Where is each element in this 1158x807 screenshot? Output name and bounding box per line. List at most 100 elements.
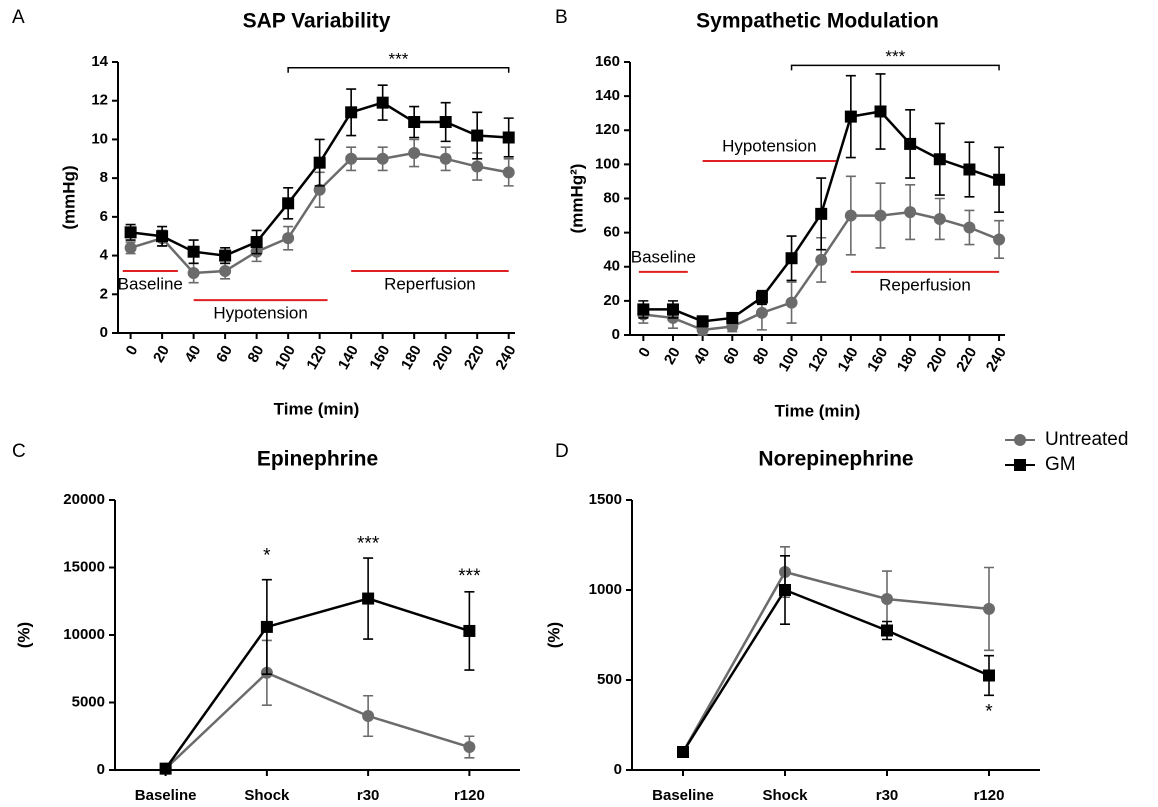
data-point	[844, 209, 857, 222]
x-tick-label: 60	[720, 344, 743, 367]
panel-label: A	[12, 7, 25, 28]
y-tick-label: 20	[603, 292, 620, 309]
x-tick-label: Shock	[244, 787, 290, 804]
data-point	[963, 221, 976, 234]
data-point	[345, 152, 358, 165]
legend-label: GM	[1045, 454, 1076, 475]
y-tick-label: 40	[603, 258, 620, 275]
x-tick-label: 0	[123, 342, 142, 358]
y-tick-label: 500	[597, 671, 622, 688]
legend-label: Untreated	[1045, 429, 1128, 450]
data-point	[219, 265, 232, 278]
significance-label: ***	[357, 534, 380, 555]
data-point	[696, 315, 709, 328]
x-tick-label: r120	[974, 787, 1005, 804]
data-point	[881, 593, 893, 605]
significance-bracket	[287, 67, 510, 73]
x-tick-label: 180	[894, 344, 921, 374]
x-tick-label: 100	[272, 342, 299, 372]
data-point	[637, 303, 650, 316]
x-tick-label: 240	[983, 344, 1010, 374]
y-axis-label: (%)	[544, 622, 563, 648]
y-tick-label: 160	[595, 53, 620, 70]
y-tick-label: 8	[100, 169, 108, 186]
y-tick-label: 120	[595, 121, 620, 138]
data-point	[874, 105, 887, 118]
data-point	[502, 131, 515, 144]
data-point	[471, 129, 484, 142]
data-point	[983, 669, 995, 682]
x-tick-label: Baseline	[135, 787, 197, 804]
data-point	[677, 746, 689, 758]
data-point	[376, 96, 389, 109]
x-tick-label: 180	[398, 342, 425, 372]
data-point	[362, 710, 375, 722]
data-point	[313, 183, 326, 196]
data-point	[439, 116, 452, 129]
x-tick-label: 80	[244, 342, 267, 365]
significance-label: *	[263, 546, 271, 567]
x-tick-label: 220	[953, 344, 980, 374]
data-point	[904, 137, 917, 150]
x-tick-label: 200	[429, 342, 456, 372]
data-point	[755, 306, 768, 319]
data-point	[785, 296, 798, 309]
data-point	[815, 253, 828, 266]
data-point	[250, 236, 263, 249]
significance-label: ***	[885, 47, 905, 66]
data-point	[187, 245, 200, 258]
x-tick-label: 20	[661, 344, 684, 367]
data-point	[282, 232, 295, 245]
significance-label: ***	[458, 566, 481, 587]
panel-label: D	[555, 441, 569, 462]
data-point	[282, 197, 295, 210]
y-tick-label: 80	[603, 189, 620, 206]
data-point	[993, 233, 1006, 246]
chart-title: SAP Variability	[243, 10, 391, 33]
series-line	[164, 597, 470, 770]
significance-bracket	[790, 64, 1000, 71]
phase-label: Baseline	[631, 247, 696, 266]
data-point	[124, 241, 137, 254]
data-point	[933, 153, 946, 166]
x-tick-label: 160	[366, 342, 393, 372]
phase-label: Reperfusion	[384, 275, 476, 294]
y-tick-label: 0	[97, 761, 105, 778]
x-tick-label: Shock	[762, 787, 808, 804]
data-point	[345, 106, 358, 119]
y-tick-label: 10000	[63, 626, 105, 643]
series-line	[681, 588, 990, 753]
x-tick-label: 20	[150, 342, 173, 365]
y-tick-label: 60	[603, 224, 620, 241]
x-tick-label: Baseline	[652, 787, 714, 804]
data-point	[779, 584, 791, 596]
legend-marker	[1014, 459, 1026, 471]
y-tick-label: 15000	[63, 558, 105, 575]
x-tick-label: 160	[864, 344, 891, 374]
data-point	[313, 156, 326, 169]
y-axis-label: (mmHg)	[59, 165, 78, 229]
chart-title: Sympathetic Modulation	[696, 10, 939, 33]
x-axis-label: Time (min)	[274, 399, 360, 418]
x-tick-label: 40	[690, 344, 713, 367]
data-point	[376, 152, 389, 165]
y-tick-label: 0	[612, 326, 620, 343]
x-tick-label: 120	[303, 342, 330, 372]
data-point	[755, 291, 768, 304]
x-tick-label: 140	[335, 342, 362, 372]
data-point	[726, 311, 739, 324]
data-point	[881, 624, 893, 637]
chart-title: Norepinephrine	[758, 448, 913, 471]
x-tick-label: 200	[923, 344, 950, 374]
y-axis-label: (%)	[14, 622, 33, 648]
phase-label: Hypotension	[213, 304, 308, 323]
x-tick-label: 100	[775, 344, 802, 374]
y-tick-label: 100	[595, 155, 620, 172]
data-point	[983, 602, 995, 615]
y-axis-label: (mmHg²)	[567, 164, 586, 234]
data-point	[815, 207, 828, 220]
y-tick-label: 12	[91, 92, 108, 109]
phase-label: Hypotension	[722, 136, 817, 155]
y-tick-label: 5000	[72, 693, 105, 710]
